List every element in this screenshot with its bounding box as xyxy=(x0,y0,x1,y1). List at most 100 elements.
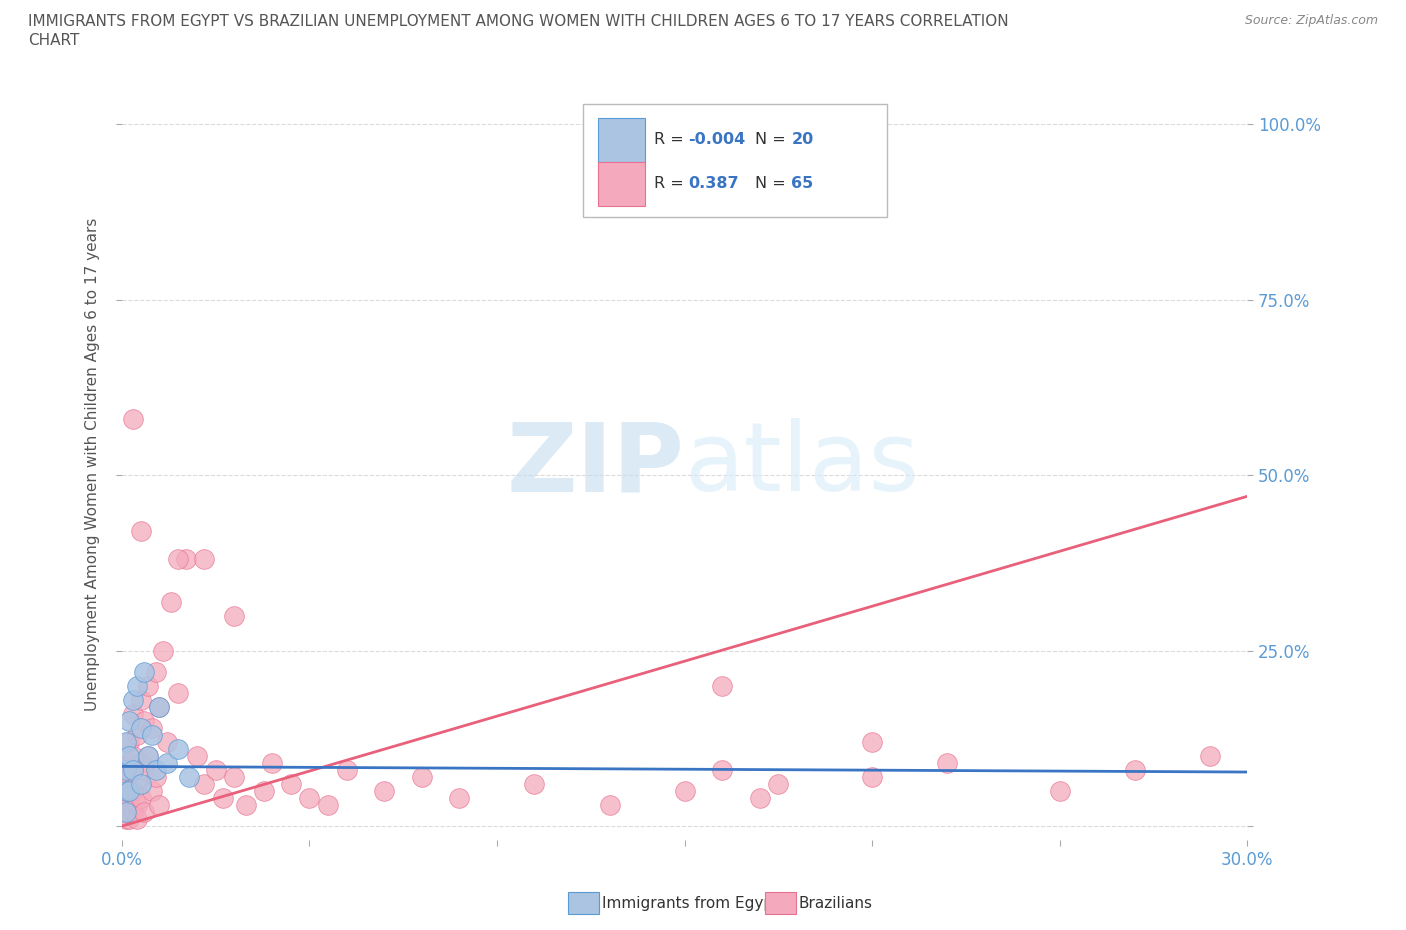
Point xyxy=(122,707,145,722)
Text: 0.387: 0.387 xyxy=(688,177,738,192)
Point xyxy=(860,769,883,784)
Point xyxy=(136,749,159,764)
Point xyxy=(114,804,136,819)
Point xyxy=(114,784,136,799)
Point xyxy=(136,749,159,764)
Point xyxy=(193,552,215,567)
Point xyxy=(235,798,257,813)
Point xyxy=(136,678,159,693)
Point xyxy=(316,798,339,813)
Point xyxy=(768,777,790,791)
Point xyxy=(118,713,141,728)
Point xyxy=(224,769,246,784)
Point xyxy=(260,755,283,770)
Point xyxy=(114,812,136,827)
Text: N =: N = xyxy=(755,132,792,147)
Point xyxy=(122,749,145,764)
Point xyxy=(298,790,321,805)
Point xyxy=(336,763,359,777)
Point xyxy=(1198,749,1220,764)
Point xyxy=(1049,784,1071,799)
Point xyxy=(711,763,734,777)
Point xyxy=(125,678,148,693)
Text: N =: N = xyxy=(755,177,792,192)
Point xyxy=(411,769,433,784)
Point xyxy=(145,769,167,784)
Point xyxy=(118,735,141,750)
Point xyxy=(373,784,395,799)
Point xyxy=(134,713,156,728)
Point xyxy=(159,594,181,609)
Point xyxy=(114,763,136,777)
Point xyxy=(118,812,141,827)
Text: 65: 65 xyxy=(792,177,814,192)
Point xyxy=(114,798,136,813)
Point xyxy=(118,755,141,770)
Text: Immigrants from Egypt: Immigrants from Egypt xyxy=(602,896,779,910)
Point xyxy=(793,117,815,132)
Point xyxy=(152,644,174,658)
Point xyxy=(122,412,145,427)
Point xyxy=(118,749,141,764)
Point xyxy=(936,755,959,770)
Point xyxy=(167,741,190,756)
Point xyxy=(129,721,152,736)
Point xyxy=(114,777,136,791)
Point xyxy=(599,798,621,813)
Point xyxy=(1123,763,1146,777)
Point xyxy=(449,790,471,805)
Point xyxy=(134,804,156,819)
Point xyxy=(134,763,156,777)
Point xyxy=(174,552,197,567)
Point xyxy=(179,769,201,784)
Point xyxy=(114,784,136,799)
Point xyxy=(129,755,152,770)
Point xyxy=(156,735,179,750)
Point xyxy=(114,763,136,777)
Point xyxy=(204,763,226,777)
Point xyxy=(122,763,145,777)
Point xyxy=(673,784,696,799)
Point xyxy=(125,727,148,742)
Point xyxy=(114,735,136,750)
Point xyxy=(193,777,215,791)
Point xyxy=(118,784,141,799)
FancyBboxPatch shape xyxy=(583,104,887,217)
Point xyxy=(122,804,145,819)
Point xyxy=(523,777,546,791)
Y-axis label: Unemployment Among Women with Children Ages 6 to 17 years: Unemployment Among Women with Children A… xyxy=(86,218,100,711)
Text: IMMIGRANTS FROM EGYPT VS BRAZILIAN UNEMPLOYMENT AMONG WOMEN WITH CHILDREN AGES 6: IMMIGRANTS FROM EGYPT VS BRAZILIAN UNEMP… xyxy=(28,14,1008,29)
Point xyxy=(129,790,152,805)
Point xyxy=(148,798,170,813)
Point xyxy=(711,678,734,693)
Point xyxy=(224,608,246,623)
Text: R =: R = xyxy=(654,132,689,147)
Point xyxy=(134,664,156,679)
Text: Source: ZipAtlas.com: Source: ZipAtlas.com xyxy=(1244,14,1378,27)
Point xyxy=(141,784,163,799)
Text: ZIP: ZIP xyxy=(506,418,685,512)
Point xyxy=(129,692,152,707)
Text: Brazilians: Brazilians xyxy=(799,896,873,910)
Point xyxy=(748,790,770,805)
Point xyxy=(186,749,208,764)
Point xyxy=(253,784,276,799)
Point xyxy=(141,721,163,736)
Point xyxy=(145,763,167,777)
Point xyxy=(122,692,145,707)
Point xyxy=(145,664,167,679)
Point xyxy=(129,777,152,791)
Point xyxy=(125,777,148,791)
Point xyxy=(148,699,170,714)
FancyBboxPatch shape xyxy=(598,162,645,206)
Point xyxy=(156,755,179,770)
Point xyxy=(125,798,148,813)
FancyBboxPatch shape xyxy=(598,117,645,162)
Point xyxy=(167,552,190,567)
Point xyxy=(122,763,145,777)
Point xyxy=(125,812,148,827)
Point xyxy=(167,685,190,700)
Text: atlas: atlas xyxy=(685,418,920,512)
Text: CHART: CHART xyxy=(28,33,80,47)
Point xyxy=(118,790,141,805)
